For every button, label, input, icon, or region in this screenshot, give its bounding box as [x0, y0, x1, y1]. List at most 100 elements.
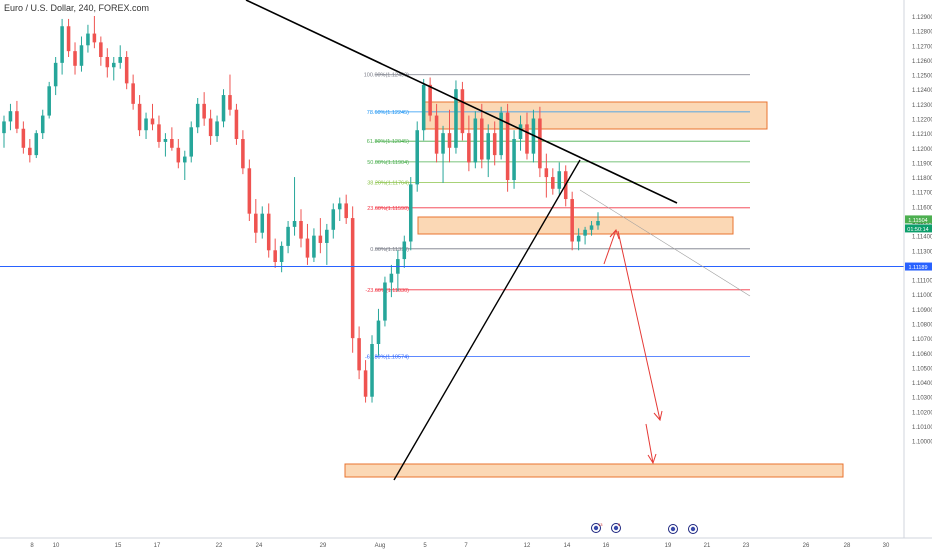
candle-body[interactable] [576, 235, 581, 242]
candle-body[interactable] [73, 51, 77, 66]
candle-body[interactable] [150, 118, 155, 125]
candle-body[interactable] [131, 83, 135, 104]
candle-body[interactable] [111, 62, 116, 68]
candle-body[interactable] [363, 370, 368, 397]
candle-body[interactable] [557, 171, 562, 189]
candle-body[interactable] [247, 168, 252, 214]
price-tick-label: 1.10500 [912, 366, 932, 372]
candle-body[interactable] [376, 320, 381, 345]
candle-body[interactable] [538, 118, 542, 169]
candle-body[interactable] [221, 95, 226, 122]
candle-body[interactable] [337, 203, 342, 210]
price-tick-label: 1.12400 [912, 88, 932, 94]
candle-body[interactable] [499, 112, 503, 156]
candle-body[interactable] [344, 203, 348, 219]
candle-body[interactable] [518, 124, 523, 140]
candle-body[interactable] [266, 213, 271, 251]
candle-body[interactable] [99, 42, 103, 58]
candle-body[interactable] [183, 156, 187, 163]
candle-body[interactable] [234, 109, 239, 140]
candle-body[interactable] [512, 139, 516, 181]
candle-body[interactable] [254, 213, 258, 233]
candle-body[interactable] [66, 26, 71, 52]
candle-body[interactable] [389, 273, 394, 283]
candle-body[interactable] [195, 103, 200, 128]
supply-demand-zone[interactable] [344, 463, 844, 478]
candle-body[interactable] [402, 241, 407, 260]
candle-body[interactable] [589, 225, 594, 230]
candle-body[interactable] [92, 33, 97, 43]
candle-body[interactable] [570, 199, 574, 242]
candle-body[interactable] [8, 111, 13, 122]
candle-body[interactable] [357, 338, 361, 371]
candle-body[interactable] [163, 139, 168, 142]
candle-body[interactable] [408, 184, 413, 242]
candle-body[interactable] [260, 213, 265, 233]
ascending-trendline[interactable] [393, 159, 581, 481]
candle-body[interactable] [312, 235, 316, 258]
candle-body[interactable] [331, 209, 336, 230]
supply-demand-zone[interactable] [417, 216, 734, 235]
candle-body[interactable] [286, 226, 290, 246]
candle-body[interactable] [325, 229, 329, 243]
candle-body[interactable] [273, 250, 277, 263]
candle-body[interactable] [47, 86, 51, 116]
candle-body[interactable] [460, 89, 465, 134]
candle-body[interactable] [28, 147, 32, 156]
candle-body[interactable] [15, 111, 19, 129]
candle-body[interactable] [415, 130, 419, 185]
time-tick-label: 5 [423, 543, 427, 549]
candle-body[interactable] [421, 84, 426, 131]
candle-body[interactable] [544, 168, 549, 178]
candle-body[interactable] [228, 95, 232, 110]
candle-body[interactable] [189, 127, 194, 157]
candle-body[interactable] [279, 245, 284, 263]
candle-body[interactable] [318, 235, 323, 243]
candle-body[interactable] [53, 62, 58, 87]
candle-body[interactable] [441, 133, 445, 154]
candle-body[interactable] [105, 57, 110, 68]
candle-body[interactable] [60, 26, 64, 63]
candle-body[interactable] [551, 177, 555, 189]
candle-body[interactable] [486, 133, 491, 160]
candle-body[interactable] [434, 115, 439, 154]
candle-body[interactable] [2, 121, 6, 134]
candle-body[interactable] [157, 124, 161, 142]
candle-body[interactable] [299, 221, 303, 239]
candle-body[interactable] [241, 139, 245, 169]
candle-body[interactable] [86, 33, 90, 46]
candle-body[interactable] [137, 103, 142, 131]
fibonacci-levels: 100.00%(1.12499) 78.60%(1.12245) 61.80%(1.… [364, 73, 750, 361]
candle-body[interactable] [79, 45, 84, 66]
candle-body[interactable] [505, 112, 510, 181]
candle-body[interactable] [350, 218, 355, 339]
candle-body[interactable] [447, 133, 452, 148]
candle-body[interactable] [305, 238, 310, 258]
candle-body[interactable] [215, 121, 219, 137]
candle-body[interactable] [370, 344, 374, 397]
candle-body[interactable] [480, 118, 484, 160]
candle-body[interactable] [144, 118, 148, 131]
descending-trendline[interactable] [245, 0, 678, 204]
candle-body[interactable] [34, 133, 39, 156]
candle-body[interactable] [202, 103, 206, 119]
candle-body[interactable] [292, 221, 297, 227]
candle-body[interactable] [525, 124, 529, 154]
candle-body[interactable] [473, 118, 478, 163]
candle-body[interactable] [21, 128, 26, 148]
candle-body[interactable] [383, 282, 387, 321]
candle-body[interactable] [40, 115, 45, 134]
candle-body[interactable] [118, 57, 122, 63]
candle-body[interactable] [428, 84, 432, 116]
candle-body[interactable] [467, 133, 471, 163]
candle-body[interactable] [454, 89, 458, 148]
candle-body[interactable] [583, 229, 587, 236]
candle-body[interactable] [492, 133, 497, 156]
candle-body[interactable] [208, 118, 213, 137]
candle-body[interactable] [596, 221, 600, 226]
candle-body[interactable] [176, 147, 181, 163]
candle-body[interactable] [170, 139, 174, 148]
candle-body[interactable] [124, 57, 129, 84]
